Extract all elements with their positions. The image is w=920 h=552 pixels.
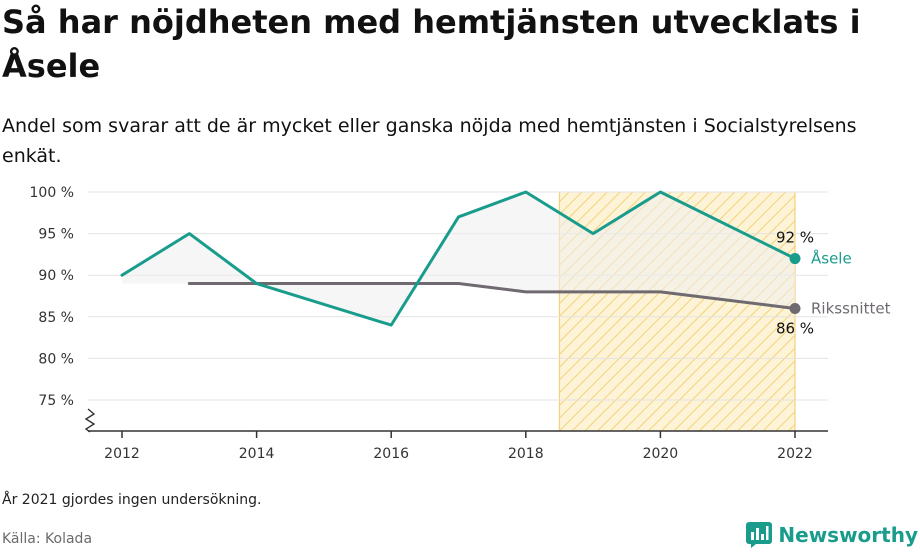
end-value-label: 86 % bbox=[776, 319, 814, 337]
chart-subtitle: Andel som svarar att de är mycket eller … bbox=[2, 115, 857, 167]
axis-break-icon bbox=[84, 408, 96, 433]
brand-logo: Newsworthy bbox=[746, 520, 918, 550]
series-line-rikssnittet bbox=[187, 282, 797, 310]
series-label: Rikssnittet bbox=[811, 299, 891, 317]
end-value-label: 92 % bbox=[776, 229, 814, 247]
end-point bbox=[789, 253, 801, 265]
x-tick-label: 2016 bbox=[373, 446, 409, 462]
x-tick-label: 2012 bbox=[104, 446, 140, 462]
chart-title: Så har nöjdheten med hemtjänsten utveckl… bbox=[2, 3, 861, 85]
x-tick-label: 2022 bbox=[777, 446, 813, 462]
footnote: År 2021 gjordes ingen undersökning. bbox=[2, 492, 262, 508]
y-tick-label: 95 % bbox=[38, 227, 74, 243]
x-tick-label: 2020 bbox=[643, 446, 679, 462]
source-credit: Källa: Kolada bbox=[2, 531, 93, 547]
y-tick-label: 100 % bbox=[30, 185, 74, 201]
x-tick-label: 2018 bbox=[508, 446, 544, 462]
y-tick-label: 90 % bbox=[38, 268, 74, 284]
end-point bbox=[789, 302, 801, 314]
line-chart: 75 % 80 % 85 % 90 % 95 % 100 % 2012 2014 2016 20… bbox=[30, 185, 891, 462]
brand-name: Newsworthy bbox=[778, 523, 918, 547]
y-tick-label: 75 % bbox=[38, 393, 74, 409]
y-tick-label: 80 % bbox=[38, 351, 74, 367]
x-tick-label: 2014 bbox=[239, 446, 275, 462]
series-label: Åsele bbox=[811, 249, 852, 268]
y-tick-label: 85 % bbox=[38, 310, 74, 326]
newsworthy-icon bbox=[746, 522, 773, 548]
